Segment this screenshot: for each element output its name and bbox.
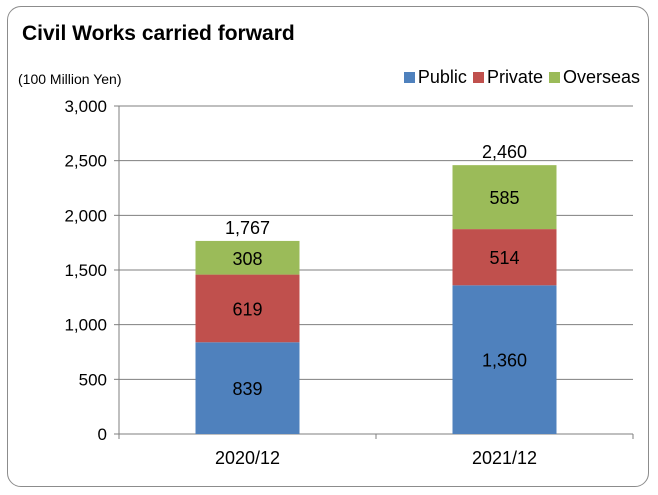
chart-title: Civil Works carried forward <box>22 22 295 45</box>
legend-label-overseas: Overseas <box>562 67 640 87</box>
y-tick-label: 500 <box>79 370 107 389</box>
data-label-overseas: 585 <box>489 188 519 208</box>
y-tick-label: 0 <box>98 425 107 444</box>
bar-public <box>452 285 557 434</box>
legend-item-public: Public <box>403 67 467 88</box>
data-label-private: 514 <box>489 248 519 268</box>
data-label-private: 619 <box>232 299 262 319</box>
bar-overseas <box>452 165 557 230</box>
legend-label-public: Public <box>417 67 467 87</box>
data-label-overseas: 308 <box>232 249 262 269</box>
bar-public <box>195 342 300 434</box>
unit-label: (100 Million Yen) <box>18 71 122 87</box>
y-tick-label: 2,500 <box>64 152 107 171</box>
y-tick-label: 1,000 <box>64 316 107 335</box>
legend-swatch-public <box>403 72 415 83</box>
data-label-public: 839 <box>232 379 262 399</box>
bar-private <box>195 274 300 343</box>
legend: Public Private Overseas <box>398 67 640 88</box>
legend-label-private: Private <box>486 67 543 87</box>
bar-overseas <box>195 240 300 275</box>
y-tick-label: 2,000 <box>64 206 107 225</box>
data-label-public: 1,360 <box>482 351 527 371</box>
x-tick-label: 2021/12 <box>472 448 537 468</box>
legend-swatch-private <box>472 72 484 83</box>
y-tick-label: 3,000 <box>64 97 107 116</box>
legend-swatch-overseas <box>548 72 560 83</box>
bar-private <box>452 229 557 286</box>
x-tick-label: 2020/12 <box>215 448 280 468</box>
legend-item-overseas: Overseas <box>548 67 640 88</box>
total-label: 2,460 <box>482 142 527 162</box>
legend-item-private: Private <box>472 67 543 88</box>
total-label: 1,767 <box>225 218 270 238</box>
y-tick-label: 1,500 <box>64 261 107 280</box>
